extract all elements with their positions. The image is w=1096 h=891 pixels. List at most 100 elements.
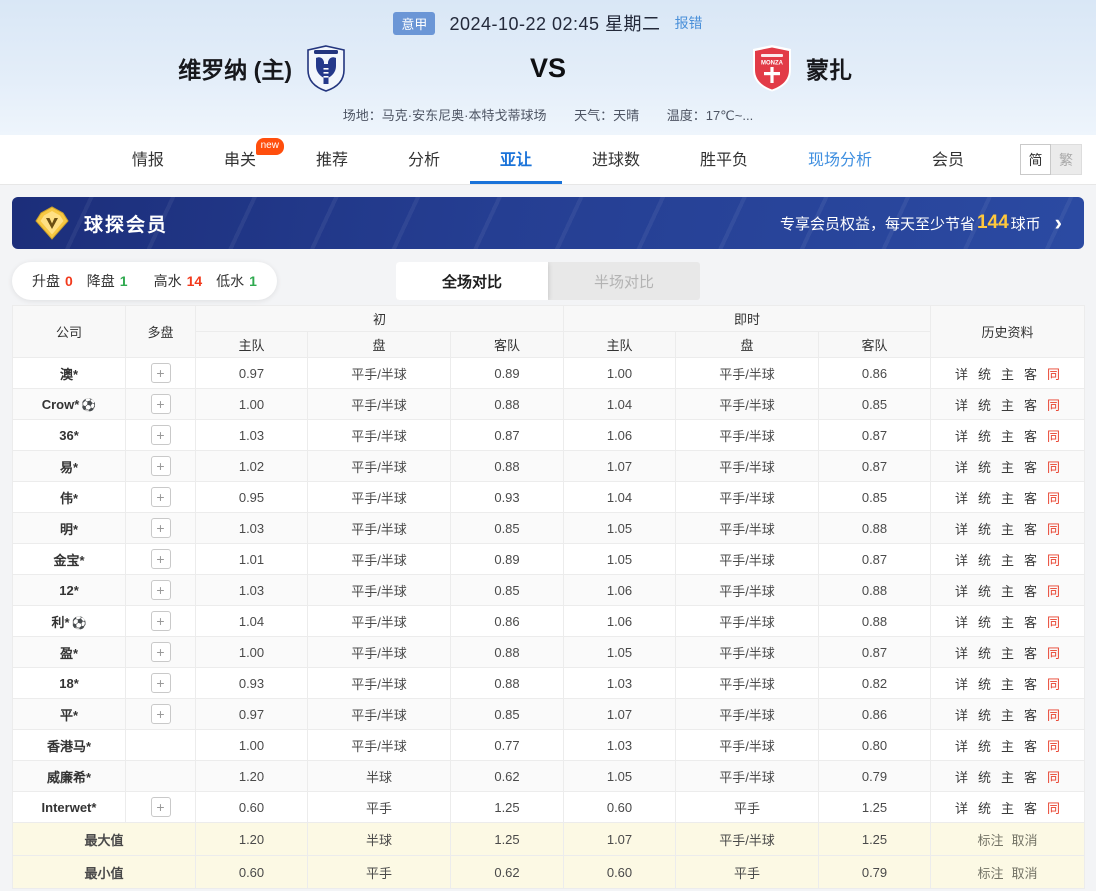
history-link-detail[interactable]: 详 — [954, 676, 968, 692]
tab-parlay[interactable]: 串关 new — [194, 135, 286, 184]
history-link-same[interactable]: 同 — [1047, 490, 1061, 506]
history-link-same[interactable]: 同 — [1047, 707, 1061, 723]
history-link-home[interactable]: 主 — [1001, 397, 1015, 413]
history-link-away[interactable]: 客 — [1024, 769, 1038, 785]
history-link-stats[interactable]: 统 — [977, 707, 991, 723]
history-link-away[interactable]: 客 — [1024, 521, 1038, 537]
history-link-detail[interactable]: 详 — [954, 459, 968, 475]
history-link-away[interactable]: 客 — [1024, 707, 1038, 723]
history-link-away[interactable]: 客 — [1024, 397, 1038, 413]
history-link-same[interactable]: 同 — [1047, 521, 1061, 537]
vip-banner[interactable]: 球探会员 专享会员权益，每天至少节省 144 球币 › — [12, 197, 1084, 249]
history-link-same[interactable]: 同 — [1047, 552, 1061, 568]
expand-multi-odds-button[interactable]: + — [150, 580, 171, 600]
history-link-away[interactable]: 客 — [1024, 614, 1038, 630]
company-name[interactable]: 平* — [59, 707, 79, 723]
expand-multi-odds-button[interactable]: + — [150, 797, 171, 817]
company-name[interactable]: 明* — [59, 521, 79, 537]
history-link-home[interactable]: 主 — [1001, 676, 1015, 692]
tab-recommend[interactable]: 推荐 — [315, 152, 348, 169]
history-link-stats[interactable]: 统 — [977, 738, 991, 754]
company-name[interactable]: 澳* — [59, 366, 79, 382]
report-error-link[interactable]: 报错 — [674, 15, 703, 31]
lang-simplified-button[interactable]: 简 — [1020, 144, 1051, 175]
expand-multi-odds-button[interactable]: + — [150, 487, 171, 507]
history-link-stats[interactable]: 统 — [977, 397, 991, 413]
company-name[interactable]: 利* — [51, 614, 70, 630]
tab-intel[interactable]: 情报 — [131, 152, 164, 169]
history-link-same[interactable]: 同 — [1047, 428, 1061, 444]
view-tab-full-match[interactable]: 全场对比 — [396, 262, 548, 300]
cancel-link[interactable]: 取消 — [1011, 832, 1038, 848]
vip-promo-link[interactable]: 专享会员权益，每天至少节省 144 球币 › — [780, 210, 1062, 236]
company-name[interactable]: Crow* — [41, 396, 80, 412]
expand-multi-odds-button[interactable]: + — [150, 363, 171, 383]
history-link-stats[interactable]: 统 — [977, 366, 991, 382]
history-link-detail[interactable]: 详 — [954, 428, 968, 444]
company-name[interactable]: 18* — [59, 675, 79, 691]
tab-goals[interactable]: 进球数 — [592, 152, 641, 169]
history-link-home[interactable]: 主 — [1001, 490, 1015, 506]
expand-multi-odds-button[interactable]: + — [150, 704, 171, 724]
history-link-detail[interactable]: 详 — [954, 645, 968, 661]
history-link-detail[interactable]: 详 — [954, 366, 968, 382]
history-link-same[interactable]: 同 — [1047, 676, 1061, 692]
history-link-stats[interactable]: 统 — [977, 769, 991, 785]
history-link-same[interactable]: 同 — [1047, 800, 1061, 816]
history-link-detail[interactable]: 详 — [954, 490, 968, 506]
history-link-home[interactable]: 主 — [1001, 645, 1015, 661]
company-name[interactable]: 伟* — [59, 490, 79, 506]
history-link-detail[interactable]: 详 — [954, 769, 968, 785]
history-link-away[interactable]: 客 — [1024, 428, 1038, 444]
expand-multi-odds-button[interactable]: + — [150, 673, 171, 693]
history-link-home[interactable]: 主 — [1001, 738, 1015, 754]
history-link-away[interactable]: 客 — [1024, 645, 1038, 661]
history-link-stats[interactable]: 统 — [977, 521, 991, 537]
expand-multi-odds-button[interactable]: + — [150, 394, 171, 414]
company-name[interactable]: 金宝* — [53, 552, 85, 568]
expand-multi-odds-button[interactable]: + — [150, 425, 171, 445]
history-link-same[interactable]: 同 — [1047, 645, 1061, 661]
history-link-detail[interactable]: 详 — [954, 583, 968, 599]
history-link-stats[interactable]: 统 — [977, 676, 991, 692]
history-link-same[interactable]: 同 — [1047, 459, 1061, 475]
history-link-home[interactable]: 主 — [1001, 707, 1015, 723]
company-name[interactable]: 12* — [59, 582, 79, 598]
tab-analysis[interactable]: 分析 — [407, 152, 440, 169]
history-link-stats[interactable]: 统 — [977, 614, 991, 630]
history-link-away[interactable]: 客 — [1024, 366, 1038, 382]
mark-link[interactable]: 标注 — [977, 832, 1004, 848]
company-name[interactable]: 36* — [59, 427, 79, 443]
history-link-same[interactable]: 同 — [1047, 583, 1061, 599]
history-link-away[interactable]: 客 — [1024, 490, 1038, 506]
history-link-detail[interactable]: 详 — [954, 707, 968, 723]
history-link-stats[interactable]: 统 — [977, 428, 991, 444]
history-link-home[interactable]: 主 — [1001, 459, 1015, 475]
league-badge[interactable]: 意甲 — [393, 11, 436, 35]
company-name[interactable]: 易* — [59, 459, 79, 475]
history-link-detail[interactable]: 详 — [954, 614, 968, 630]
expand-multi-odds-button[interactable]: + — [150, 518, 171, 538]
mark-link[interactable]: 标注 — [977, 865, 1004, 881]
tab-win-draw-lose[interactable]: 胜平负 — [700, 152, 749, 169]
history-link-home[interactable]: 主 — [1001, 614, 1015, 630]
tab-live-analysis[interactable]: 现场分析 — [808, 152, 873, 169]
company-name[interactable]: 威廉希* — [46, 769, 92, 785]
company-name[interactable]: 盈* — [59, 645, 79, 661]
history-link-same[interactable]: 同 — [1047, 769, 1061, 785]
history-link-detail[interactable]: 详 — [954, 800, 968, 816]
company-name[interactable]: 香港马* — [46, 738, 92, 754]
history-link-stats[interactable]: 统 — [977, 459, 991, 475]
expand-multi-odds-button[interactable]: + — [150, 642, 171, 662]
history-link-stats[interactable]: 统 — [977, 800, 991, 816]
history-link-home[interactable]: 主 — [1001, 366, 1015, 382]
view-tab-half-match[interactable]: 半场对比 — [593, 273, 654, 291]
history-link-away[interactable]: 客 — [1024, 676, 1038, 692]
history-link-detail[interactable]: 详 — [954, 552, 968, 568]
history-link-detail[interactable]: 详 — [954, 521, 968, 537]
history-link-home[interactable]: 主 — [1001, 583, 1015, 599]
history-link-same[interactable]: 同 — [1047, 738, 1061, 754]
history-link-home[interactable]: 主 — [1001, 769, 1015, 785]
history-link-away[interactable]: 客 — [1024, 583, 1038, 599]
history-link-stats[interactable]: 统 — [977, 490, 991, 506]
